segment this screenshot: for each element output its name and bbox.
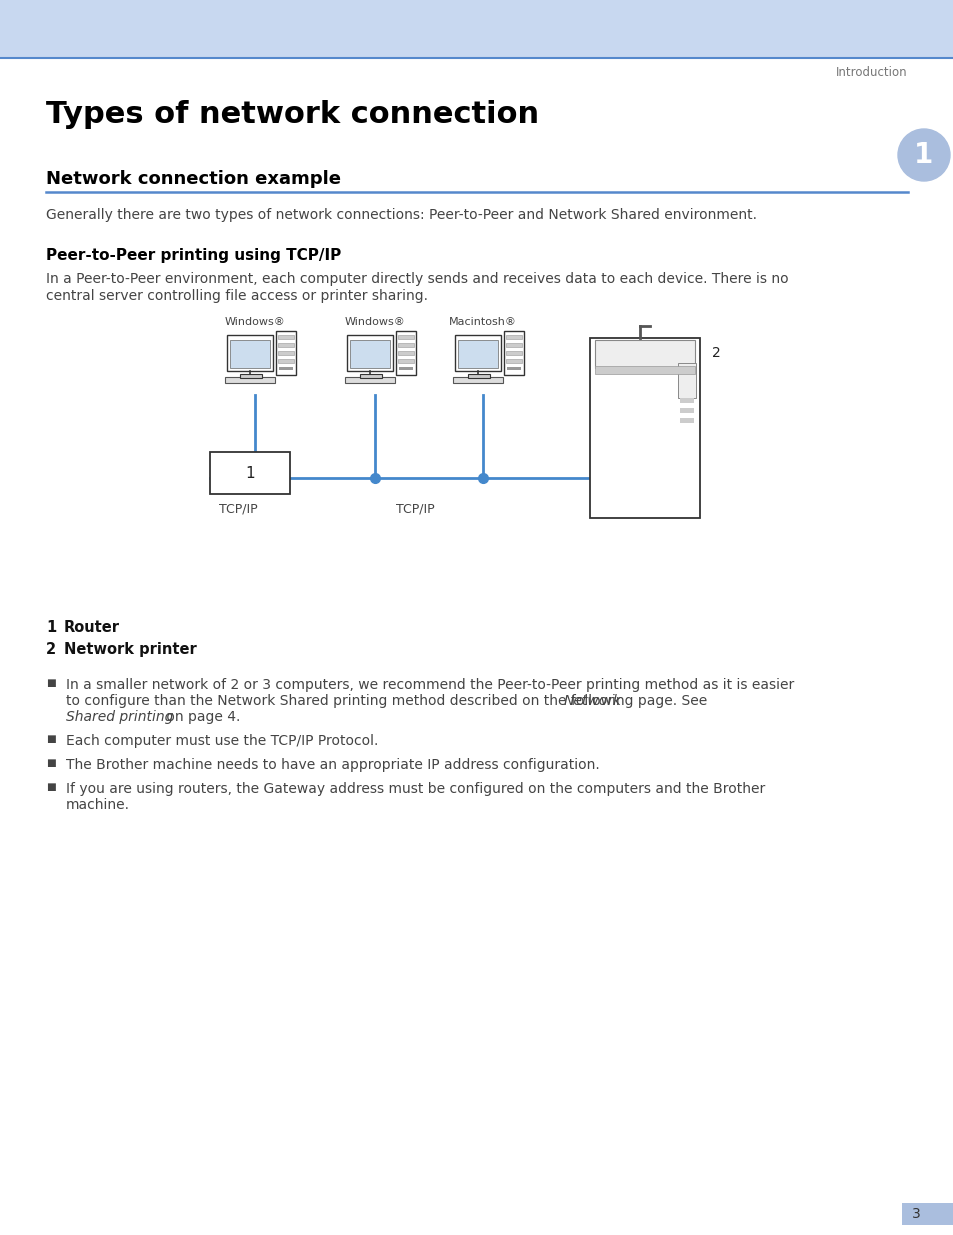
Bar (277, 335, 294, 338)
Bar (0, 0, 953, 58)
Text: In a Peer-to-Peer environment, each computer directly sends and receives data to: In a Peer-to-Peer environment, each comp… (46, 272, 788, 287)
Bar (240, 374, 262, 378)
Text: machine.: machine. (66, 798, 130, 811)
Text: Generally there are two types of network connections: Peer-to-Peer and Network S: Generally there are two types of network… (46, 207, 757, 222)
Text: Windows®: Windows® (344, 317, 405, 327)
Bar (277, 343, 294, 347)
Text: Network printer: Network printer (64, 642, 196, 657)
Bar (345, 377, 395, 383)
Text: central server controlling file access or printer sharing.: central server controlling file access o… (46, 289, 428, 303)
Text: Network connection example: Network connection example (46, 170, 340, 188)
Bar (350, 340, 390, 368)
Bar (505, 351, 521, 354)
Bar (278, 367, 293, 370)
Text: ■: ■ (46, 758, 55, 768)
Bar (595, 366, 695, 374)
Text: 1: 1 (46, 620, 56, 635)
Bar (397, 351, 414, 354)
Text: 2: 2 (46, 642, 56, 657)
Text: TCP/IP: TCP/IP (395, 501, 434, 515)
Text: Windows®: Windows® (224, 317, 285, 327)
Text: Types of network connection: Types of network connection (46, 100, 538, 128)
Text: In a smaller network of 2 or 3 computers, we recommend the Peer-to-Peer printing: In a smaller network of 2 or 3 computers… (66, 678, 794, 692)
Bar (503, 331, 523, 375)
Bar (457, 340, 497, 368)
Text: ■: ■ (46, 782, 55, 792)
Bar (397, 335, 414, 338)
Text: Shared printing: Shared printing (66, 710, 173, 724)
Bar (230, 340, 270, 368)
Text: 2: 2 (711, 346, 720, 359)
Text: Each computer must use the TCP/IP Protocol.: Each computer must use the TCP/IP Protoc… (66, 734, 378, 748)
Bar (398, 367, 413, 370)
Text: on page 4.: on page 4. (162, 710, 240, 724)
Text: Network: Network (563, 694, 621, 708)
Bar (678, 363, 696, 398)
Text: Peer-to-Peer printing using TCP/IP: Peer-to-Peer printing using TCP/IP (46, 248, 341, 263)
Bar (455, 335, 500, 370)
Text: 1: 1 (245, 466, 254, 480)
Text: The Brother machine needs to have an appropriate IP address configuration.: The Brother machine needs to have an app… (66, 758, 599, 772)
Bar (227, 335, 273, 370)
Bar (506, 367, 520, 370)
Text: 3: 3 (911, 1207, 920, 1221)
Bar (505, 359, 521, 363)
Text: to configure than the Network Shared printing method described on the following : to configure than the Network Shared pri… (66, 694, 711, 708)
Bar (589, 338, 700, 517)
Bar (453, 377, 502, 383)
Bar (679, 398, 693, 403)
Text: 1: 1 (913, 141, 933, 169)
Bar (397, 359, 414, 363)
Bar (277, 351, 294, 354)
Text: Macintosh®: Macintosh® (449, 317, 517, 327)
Bar (210, 452, 290, 494)
Bar (505, 343, 521, 347)
Bar (901, 1203, 953, 1225)
Circle shape (897, 128, 949, 182)
Bar (595, 340, 695, 368)
Bar (225, 377, 274, 383)
Text: ■: ■ (46, 734, 55, 743)
Bar (397, 343, 414, 347)
Bar (277, 359, 294, 363)
Text: Router: Router (64, 620, 120, 635)
Bar (505, 335, 521, 338)
Text: ■: ■ (46, 678, 55, 688)
Text: If you are using routers, the Gateway address must be configured on the computer: If you are using routers, the Gateway ad… (66, 782, 764, 797)
Text: Introduction: Introduction (836, 65, 907, 79)
Bar (679, 408, 693, 412)
Bar (359, 374, 381, 378)
Bar (679, 417, 693, 424)
Text: TCP/IP: TCP/IP (218, 501, 257, 515)
Bar (275, 331, 295, 375)
Bar (395, 331, 416, 375)
Bar (468, 374, 490, 378)
Bar (347, 335, 393, 370)
